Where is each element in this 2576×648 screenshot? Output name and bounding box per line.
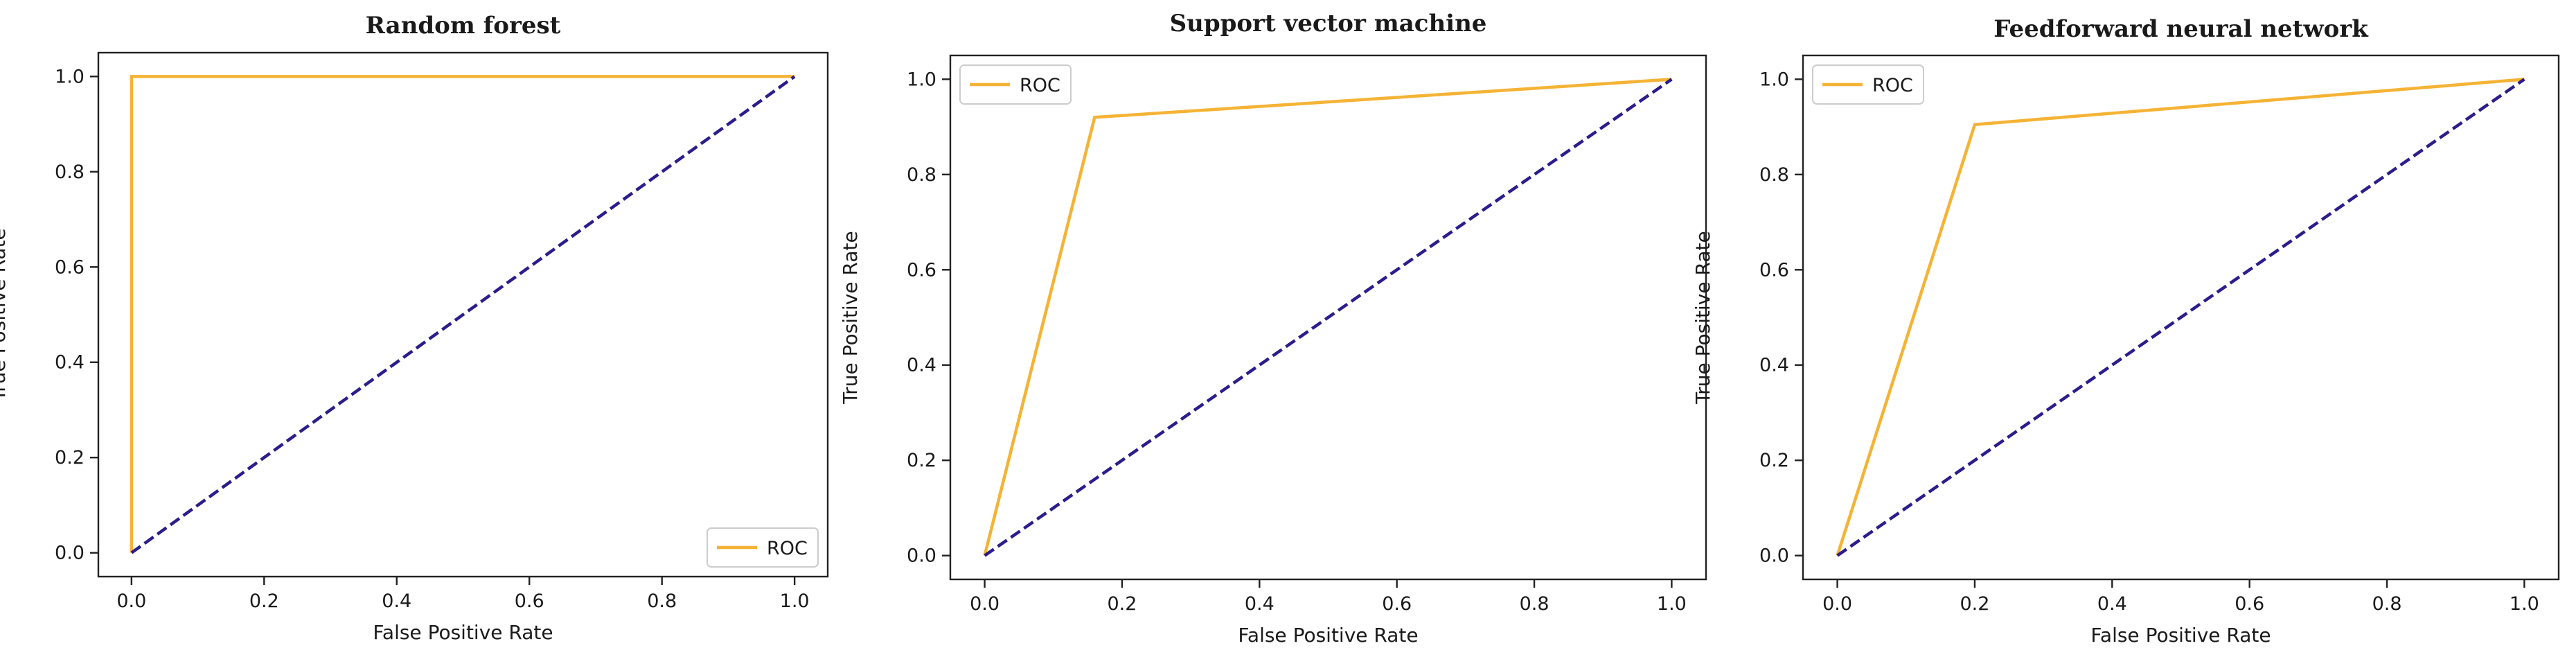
x-tick-label: 0.6 [2235,593,2264,615]
y-tick-label: 0.8 [1759,164,1789,186]
legend-label: ROC [767,538,808,559]
legend-label: ROC [1872,75,1913,96]
y-tick-label: 1.0 [907,69,936,90]
y-tick-label: 0.6 [55,256,85,278]
y-tick-label: 0.2 [1759,450,1789,471]
chart-title: Random forest [366,12,561,40]
legend: ROC [707,527,819,568]
legend-box [959,64,1072,105]
y-tick-label: 0.8 [55,161,85,183]
y-tick-label: 0.6 [907,259,936,281]
y-tick-label: 1.0 [55,66,85,87]
legend-box [707,527,819,568]
x-tick-label: 0.6 [515,590,544,612]
x-axis-label: False Positive Rate [373,621,553,644]
y-tick-label: 0.2 [907,450,936,471]
plot-frame [97,51,829,578]
y-axis-label: True Positive Rate [839,231,862,404]
x-tick-label: 1.0 [2510,593,2539,615]
y-axis-label: True Positive Rate [0,228,10,401]
x-tick-label: 0.2 [1107,593,1137,615]
x-tick-label: 0.8 [1520,593,1549,615]
x-tick-label: 0.4 [2097,593,2127,615]
roc-curve-line [1836,78,2525,557]
y-tick-label: 0.4 [907,355,936,376]
legend: ROC [1812,64,1924,105]
chance-diagonal-line [130,75,796,554]
x-tick-label: 0.4 [1245,593,1274,615]
legend: ROC [959,64,1072,105]
y-tick-label: 0.4 [1759,355,1789,376]
x-axis-label: False Positive Rate [1238,624,1418,647]
x-tick-label: 0.0 [970,593,1000,615]
x-tick-label: 0.0 [116,590,146,612]
chart-title: Support vector machine [1170,10,1487,37]
chart-panel-1: Random forest 0.0 0.2 0.4 0.6 0.8 1.0 0.0 0.2 0.4… [0,12,829,644]
x-axis-label: False Positive Rate [2090,624,2271,647]
roc-curve-line [983,78,1672,557]
chance-diagonal-line [1836,78,2525,557]
x-tick-label: 1.0 [780,590,810,612]
x-tick-label: 0.2 [249,590,279,612]
legend-label: ROC [1020,75,1060,96]
plot-frame [949,54,1707,581]
x-tick-label: 0.6 [1382,593,1412,615]
plot-frame [1802,54,2560,581]
x-tick-label: 0.2 [1960,593,1989,615]
chart-panel-2: Support vector machine 0.0 0.2 0.4 0.6 0.8 1.0… [839,10,1707,647]
chart-title: Feedforward neural network [1993,15,2369,43]
y-tick-label: 0.2 [55,447,85,469]
x-tick-label: 1.0 [1657,593,1687,615]
y-tick-label: 1.0 [1759,69,1789,90]
y-tick-label: 0.0 [55,543,85,564]
x-tick-label: 0.4 [382,590,411,612]
x-tick-label: 0.8 [2372,593,2402,615]
x-tick-label: 0.0 [1822,593,1852,615]
y-tick-label: 0.0 [1759,545,1789,567]
y-tick-label: 0.8 [907,164,936,186]
legend-box [1812,64,1924,105]
y-tick-label: 0.4 [55,352,85,374]
roc-curve-line [130,75,795,553]
y-tick-label: 0.6 [1759,259,1789,281]
chance-diagonal-line [984,78,1673,557]
y-tick-label: 0.0 [907,545,936,567]
x-tick-label: 0.8 [647,590,677,612]
chart-panel-3: Feedforward neural network 0.0 0.2 0.4 0.6 0.… [1691,15,2560,647]
y-axis-label: True Positive Rate [1691,231,1714,404]
